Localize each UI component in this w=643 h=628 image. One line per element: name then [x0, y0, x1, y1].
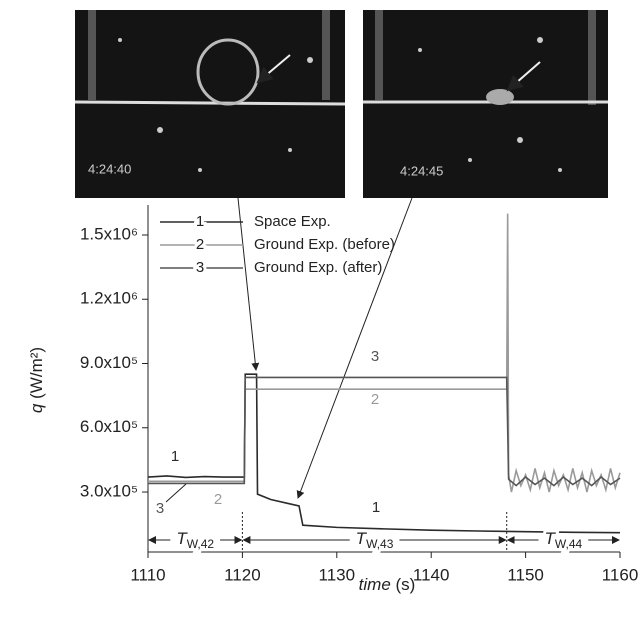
arrow	[237, 197, 260, 371]
region-label: TW,42	[176, 529, 214, 551]
x-axis-symbol: time	[359, 575, 391, 594]
y-tick-label: 9.0x10⁵	[80, 353, 138, 372]
leader	[165, 483, 187, 503]
x-axis-title: time (s)	[359, 575, 416, 594]
x-tick-label: 1150	[507, 565, 544, 584]
y-tick-label: 1.2x10⁶	[80, 289, 138, 308]
line-label: 1	[372, 499, 380, 516]
region-subscript: W,43	[366, 537, 394, 551]
series-line	[148, 376, 621, 487]
y-tick-label: 6.0x10⁵	[80, 417, 138, 436]
legend-number: 3	[196, 259, 204, 276]
photo: 4:24:40	[74, 10, 346, 198]
y-axis-title: q (W/m²)	[27, 347, 46, 413]
legend-number: 2	[196, 236, 204, 253]
x-tick-label: 1120	[224, 565, 261, 584]
arrow	[296, 197, 413, 499]
x-tick-label: 1130	[319, 565, 356, 584]
line-label: 2	[214, 491, 222, 508]
photo-timestamp: 4:24:45	[400, 163, 443, 178]
x-tick-label: 1160	[602, 565, 639, 584]
line-label: 2	[371, 391, 379, 408]
legend-label: Ground Exp. (before)	[254, 236, 395, 253]
line-label: 3	[156, 500, 164, 517]
region-subscript: W,42	[187, 537, 215, 551]
y-axis-symbol: q	[27, 403, 46, 413]
region-label: TW,44	[544, 529, 582, 551]
region-label: TW,43	[356, 529, 394, 551]
y-axis-unit: (W/m²)	[27, 347, 46, 399]
photo-timestamp: 4:24:40	[88, 161, 131, 176]
y-tick-label: 3.0x10⁵	[80, 482, 138, 501]
series-line	[147, 373, 621, 534]
line-label: 3	[371, 348, 379, 365]
line-label: 1	[171, 448, 179, 465]
y-tick-label: 1.5x10⁶	[80, 224, 138, 243]
x-tick-label: 1110	[130, 565, 165, 584]
x-axis-unit: (s)	[396, 575, 416, 594]
series-line	[148, 213, 621, 493]
legend-label: Ground Exp. (after)	[254, 259, 382, 276]
x-tick-label: 1140	[413, 565, 450, 584]
region-subscript: W,44	[555, 537, 583, 551]
legend-number: 1	[196, 213, 204, 230]
legend-label: Space Exp.	[254, 213, 331, 230]
photo: 4:24:45	[363, 10, 608, 198]
